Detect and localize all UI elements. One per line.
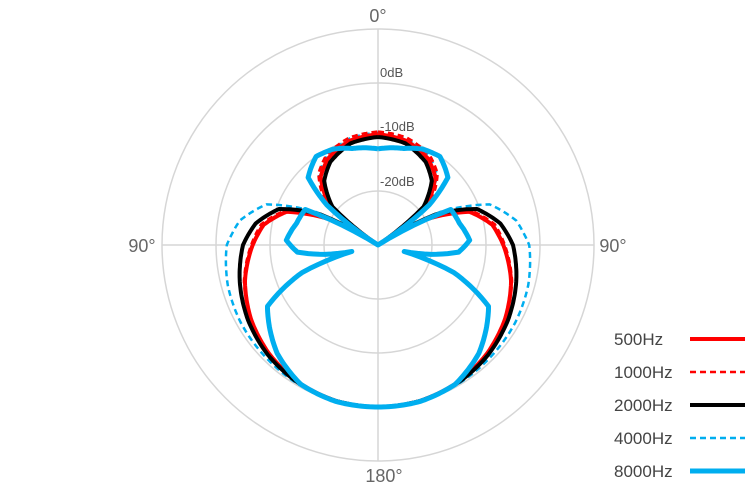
angle-label-180: 180° xyxy=(365,466,402,486)
legend-label-500hz: 500Hz xyxy=(614,330,663,349)
series-curves xyxy=(224,130,532,410)
angle-label-0: 0° xyxy=(369,6,386,26)
legend-label-4000hz: 4000Hz xyxy=(614,429,673,448)
legend-label-1000hz: 1000Hz xyxy=(614,363,673,382)
radial-label-minus10db: -10dB xyxy=(380,119,415,134)
series-curve-8000hz xyxy=(265,145,491,410)
angle-label-90-left: 90° xyxy=(128,236,155,256)
radial-label-minus20db: -20dB xyxy=(380,174,415,189)
radial-label-0db: 0dB xyxy=(380,65,403,80)
legend: 500Hz 1000Hz 2000Hz 4000Hz 8000Hz xyxy=(614,330,745,481)
legend-label-2000hz: 2000Hz xyxy=(614,396,673,415)
legend-label-8000hz: 8000Hz xyxy=(614,462,673,481)
angle-label-90-right: 90° xyxy=(599,236,626,256)
